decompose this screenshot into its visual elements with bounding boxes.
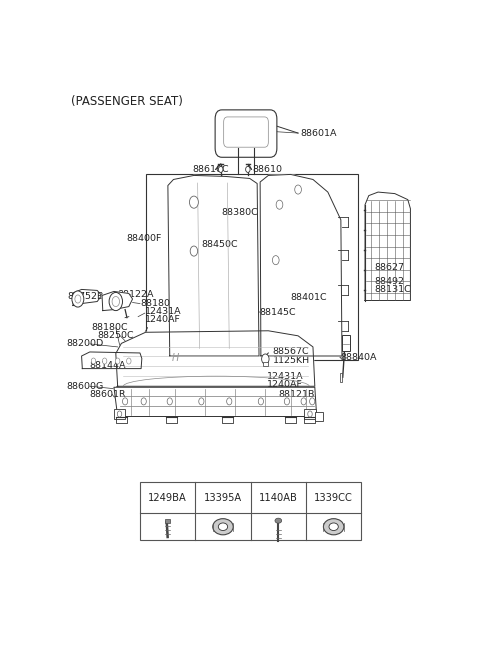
Text: 88600G: 88600G: [67, 382, 104, 391]
Circle shape: [246, 166, 250, 172]
Circle shape: [218, 166, 223, 172]
Text: 88122A: 88122A: [118, 290, 154, 299]
Circle shape: [199, 398, 204, 405]
Text: 88121B: 88121B: [279, 390, 315, 399]
Circle shape: [72, 291, 84, 307]
Circle shape: [301, 398, 306, 405]
Polygon shape: [102, 291, 132, 310]
Ellipse shape: [213, 519, 233, 535]
Circle shape: [276, 200, 283, 209]
Circle shape: [102, 358, 107, 364]
Bar: [315, 413, 323, 421]
Text: 88610: 88610: [252, 165, 283, 174]
Ellipse shape: [324, 519, 344, 535]
Text: 88601A: 88601A: [300, 128, 336, 138]
Text: 1140AB: 1140AB: [259, 493, 298, 503]
Text: 88610C: 88610C: [192, 165, 228, 174]
Text: 88840A: 88840A: [341, 352, 377, 362]
Text: 13395A: 13395A: [204, 493, 242, 503]
Circle shape: [262, 354, 269, 364]
Text: 88401C: 88401C: [290, 293, 326, 302]
Circle shape: [284, 398, 289, 405]
Circle shape: [227, 398, 232, 405]
Bar: [304, 409, 315, 419]
Polygon shape: [116, 331, 315, 386]
Text: 1240AF: 1240AF: [145, 315, 180, 324]
Text: 88627: 88627: [374, 263, 404, 272]
Text: 1240AF: 1240AF: [266, 380, 302, 388]
Text: 88380C: 88380C: [222, 208, 259, 217]
Circle shape: [112, 297, 120, 307]
Text: 88752B: 88752B: [67, 292, 104, 301]
Text: 88567C: 88567C: [273, 347, 310, 356]
FancyBboxPatch shape: [215, 110, 277, 157]
Text: 88601R: 88601R: [89, 390, 126, 399]
Text: 88450C: 88450C: [202, 240, 238, 248]
Bar: [340, 373, 342, 383]
Text: 12431A: 12431A: [266, 371, 303, 381]
Circle shape: [258, 398, 264, 405]
Circle shape: [127, 358, 131, 364]
Bar: [140, 482, 361, 540]
Text: (PASSENGER SEAT): (PASSENGER SEAT): [71, 95, 183, 107]
Bar: [145, 174, 358, 360]
Ellipse shape: [275, 518, 282, 523]
Text: 12431A: 12431A: [145, 307, 181, 316]
Text: 88200D: 88200D: [67, 339, 104, 348]
Polygon shape: [260, 174, 342, 356]
Text: 88145C: 88145C: [259, 308, 296, 316]
Circle shape: [308, 411, 312, 417]
Circle shape: [75, 295, 81, 303]
Text: 1249BA: 1249BA: [148, 493, 187, 503]
Polygon shape: [365, 192, 410, 301]
Circle shape: [310, 398, 315, 405]
Ellipse shape: [329, 523, 338, 531]
Circle shape: [109, 292, 122, 310]
Text: 88180C: 88180C: [92, 324, 128, 332]
Circle shape: [190, 196, 198, 208]
Text: 88492: 88492: [374, 277, 404, 286]
Text: 1339CC: 1339CC: [314, 493, 353, 503]
Bar: [165, 519, 170, 523]
Ellipse shape: [218, 523, 228, 531]
Text: 88400F: 88400F: [126, 234, 162, 244]
Circle shape: [115, 358, 120, 364]
Text: 1125KH: 1125KH: [273, 356, 310, 365]
Text: H: H: [172, 352, 179, 362]
Polygon shape: [114, 387, 317, 417]
Circle shape: [273, 255, 279, 265]
Text: 88144A: 88144A: [90, 360, 126, 369]
Circle shape: [91, 358, 96, 364]
Circle shape: [141, 398, 146, 405]
Bar: [114, 409, 125, 419]
Circle shape: [122, 398, 128, 405]
Bar: [342, 335, 350, 351]
Polygon shape: [82, 352, 142, 369]
Circle shape: [190, 246, 198, 256]
Text: 88131C: 88131C: [374, 285, 411, 294]
Circle shape: [295, 185, 301, 194]
Circle shape: [167, 398, 172, 405]
Text: 88250C: 88250C: [97, 331, 134, 341]
Polygon shape: [168, 176, 259, 356]
Bar: [263, 362, 268, 366]
Text: 88180: 88180: [140, 299, 170, 308]
Polygon shape: [73, 290, 102, 305]
Circle shape: [117, 411, 122, 417]
